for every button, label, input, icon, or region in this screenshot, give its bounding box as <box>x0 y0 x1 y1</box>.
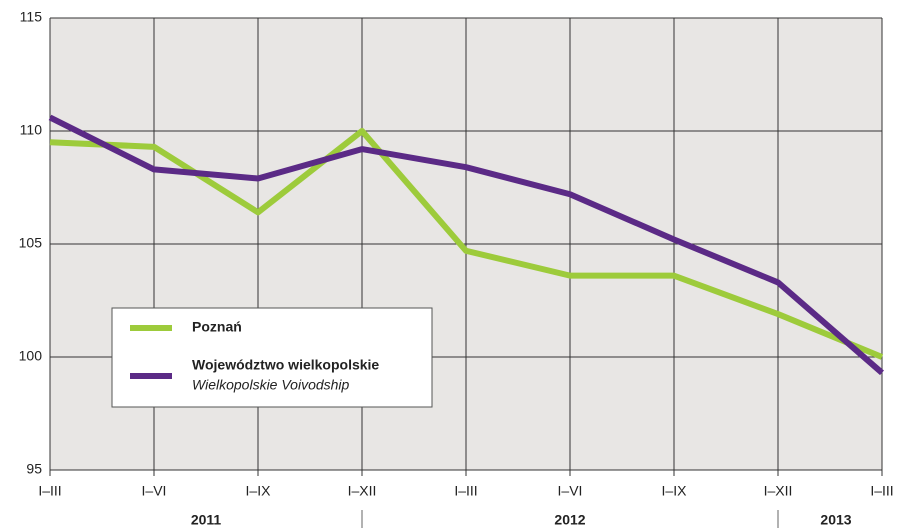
y-tick-label: 105 <box>19 235 43 251</box>
x-group-label: 2011 <box>191 512 222 528</box>
x-tick-label: I–III <box>38 483 61 499</box>
x-tick-label: I–XII <box>348 483 377 499</box>
x-tick-label: I–XII <box>764 483 793 499</box>
series-line <box>48 114 884 376</box>
legend-label: Województwo wielkopolskie <box>192 357 379 373</box>
x-group-label: 2012 <box>554 512 585 528</box>
legend-label: Poznań <box>192 319 242 335</box>
y-tick-label: 100 <box>19 348 43 364</box>
x-group-label: 2013 <box>820 512 851 528</box>
x-tick-label: I–VI <box>142 483 167 499</box>
y-tick-label: 115 <box>20 9 43 25</box>
legend-box <box>111 307 433 408</box>
x-tick-label: I–III <box>454 483 477 499</box>
x-tick-label: I–III <box>870 483 893 499</box>
x-tick-label: I–IX <box>662 483 688 499</box>
x-tick-label: I–IX <box>246 483 272 499</box>
series-line <box>49 128 884 360</box>
legend-label-en: Wielkopolskie Voivodship <box>192 377 350 393</box>
y-tick-label: 95 <box>26 461 42 477</box>
x-tick-label: I–VI <box>558 483 583 499</box>
y-tick-label: 110 <box>20 122 43 138</box>
